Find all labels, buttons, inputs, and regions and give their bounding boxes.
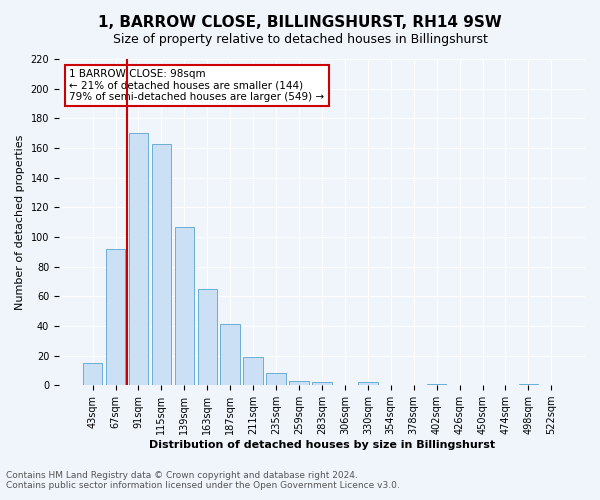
Bar bbox=[220, 324, 240, 385]
Bar bbox=[197, 289, 217, 385]
Bar bbox=[175, 226, 194, 385]
Text: 1, BARROW CLOSE, BILLINGSHURST, RH14 9SW: 1, BARROW CLOSE, BILLINGSHURST, RH14 9SW bbox=[98, 15, 502, 30]
X-axis label: Distribution of detached houses by size in Billingshurst: Distribution of detached houses by size … bbox=[149, 440, 495, 450]
Bar bbox=[152, 144, 171, 385]
Bar bbox=[83, 363, 103, 385]
Bar bbox=[266, 374, 286, 385]
Bar bbox=[518, 384, 538, 385]
Bar bbox=[244, 357, 263, 385]
Y-axis label: Number of detached properties: Number of detached properties bbox=[15, 134, 25, 310]
Bar bbox=[312, 382, 332, 385]
Bar bbox=[289, 381, 309, 385]
Bar bbox=[128, 133, 148, 385]
Bar bbox=[358, 382, 377, 385]
Text: Contains HM Land Registry data © Crown copyright and database right 2024.
Contai: Contains HM Land Registry data © Crown c… bbox=[6, 470, 400, 490]
Text: Size of property relative to detached houses in Billingshurst: Size of property relative to detached ho… bbox=[113, 32, 487, 46]
Bar bbox=[106, 249, 125, 385]
Bar bbox=[427, 384, 446, 385]
Text: 1 BARROW CLOSE: 98sqm
← 21% of detached houses are smaller (144)
79% of semi-det: 1 BARROW CLOSE: 98sqm ← 21% of detached … bbox=[70, 69, 325, 102]
